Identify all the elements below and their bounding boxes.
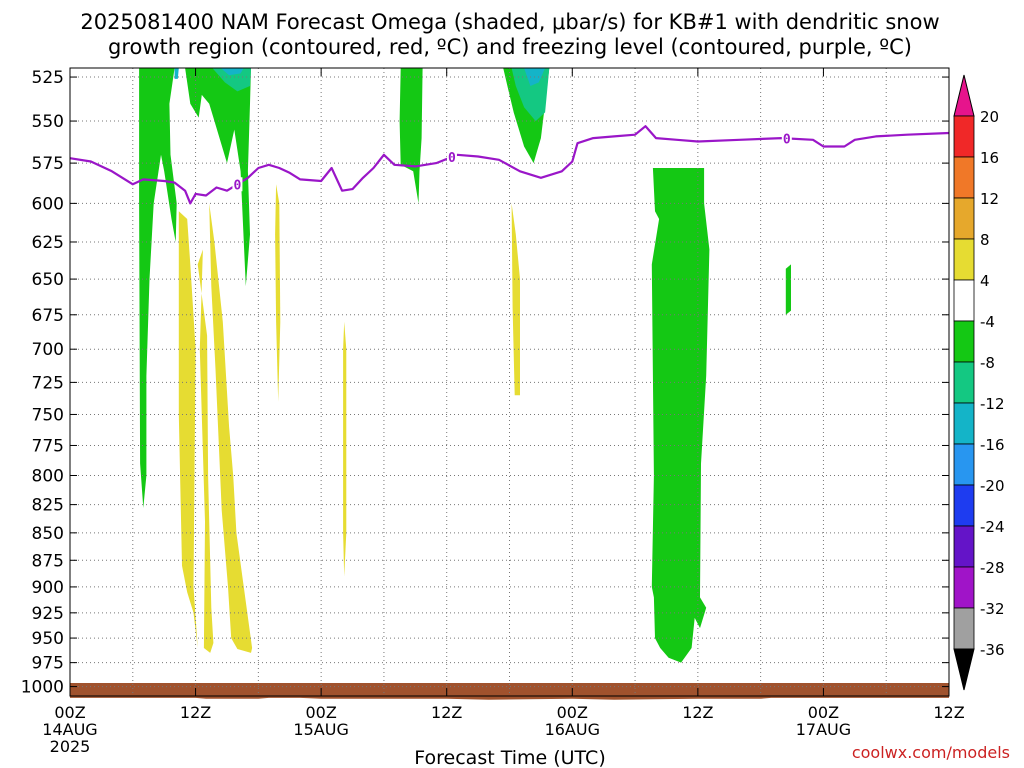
freezing-label-bg-0: [232, 177, 243, 192]
y-tick-label-675: 675: [32, 306, 64, 326]
y-tick-label-550: 550: [32, 112, 64, 132]
freezing-label-bg-2: [781, 131, 792, 146]
y-tick-label-650: 650: [32, 270, 64, 290]
omega-region-12: [212, 68, 251, 92]
y-tick-label-600: 600: [32, 194, 64, 214]
freezing-label-1: 0: [448, 151, 456, 166]
chart-title-line1: 2025081400 NAM Forecast Omega (shaded, μ…: [80, 10, 939, 34]
x-tick-label-4-0: 00Z: [557, 703, 588, 722]
omega-region-1: [197, 249, 214, 653]
y-tick-label-575: 575: [32, 154, 64, 174]
x-tick-label-4-1: 16AUG: [545, 720, 600, 739]
omega-region-3: [275, 184, 281, 402]
y-tick-label-725: 725: [32, 373, 64, 393]
colorbar-label-13: -36: [980, 641, 1005, 659]
colorbar-swatch-5: [953, 320, 975, 363]
x-tick-label-3-0: 12Z: [431, 703, 462, 722]
x-axis-title: Forecast Time (UTC): [414, 747, 605, 768]
omega-shading: [139, 68, 791, 663]
y-tick-label-700: 700: [32, 340, 64, 360]
colorbar-label-10: -24: [980, 518, 1005, 536]
y-tick-label-525: 525: [32, 68, 64, 88]
colorbar-label-11: -28: [980, 559, 1005, 577]
surface-terrain: [70, 683, 949, 696]
freezing-level-contour: 0 0 0: [69, 125, 950, 205]
colorbar-swatch-12: [953, 607, 975, 650]
omega-region-11: [785, 264, 791, 315]
y-tick-label-950: 950: [32, 629, 64, 649]
colorbar-swatch-11: [953, 566, 975, 609]
colorbar-swatch-7: [953, 402, 975, 445]
omega-region-7: [185, 68, 251, 287]
omega-region-16: [174, 68, 179, 79]
x-tick-label-2-0: 00Z: [305, 703, 336, 722]
colorbar-label-2: 12: [980, 190, 999, 208]
freezing-label-0: 0: [234, 178, 242, 193]
omega-region-0: [178, 211, 198, 648]
grid-lines: [70, 68, 949, 696]
colorbar-swatch-1: [953, 156, 975, 199]
colorbar-arrow-bottom: [953, 648, 975, 691]
colorbar-label-6: -8: [980, 354, 995, 372]
colorbar: 20 16 12 8 4 -4 -8 -12 -16 -20 -24 -28 -32 -36: [953, 74, 1005, 691]
y-tick-label-800: 800: [32, 467, 64, 487]
x-tick-label-0-1: 14AUG: [42, 720, 97, 739]
surface-terrain-edge: [70, 696, 949, 700]
colorbar-swatch-2: [953, 197, 975, 240]
surface-terrain-profile: [70, 696, 949, 700]
colorbar-swatch-10: [953, 525, 975, 568]
colorbar-label-1: 16: [980, 149, 999, 167]
colorbar-swatch-4: [953, 279, 975, 322]
x-tick-label-7-0: 12Z: [933, 703, 964, 722]
colorbar-label-7: -12: [980, 395, 1005, 413]
omega-region-14: [220, 68, 244, 76]
omega-region-10: [651, 168, 710, 663]
colorbar-label-5: -4: [980, 313, 995, 331]
y-tick-label-825: 825: [32, 496, 64, 516]
omega-region-6: [139, 68, 177, 508]
y-tick-label-775: 775: [32, 436, 64, 456]
y-axis-ticks: 525 550 575 600 625 650 675 700 725 750 775 800 825 8…: [21, 68, 949, 698]
x-tick-label-1-0: 12Z: [180, 703, 211, 722]
omega-region-2: [209, 203, 253, 653]
omega-region-5: [511, 203, 520, 396]
colorbar-swatch-0: [953, 115, 975, 158]
y-tick-label-975: 975: [32, 654, 64, 674]
x-tick-label-6-0: 00Z: [808, 703, 839, 722]
omega-region-13: [511, 68, 550, 122]
colorbar-label-8: -16: [980, 436, 1005, 454]
y-tick-label-875: 875: [32, 551, 64, 571]
colorbar-swatch-9: [953, 484, 975, 527]
x-tick-label-0-0: 00Z: [54, 703, 85, 722]
y-tick-label-750: 750: [32, 405, 64, 425]
colorbar-swatch-8: [953, 443, 975, 486]
credit-link[interactable]: coolwx.com/models: [852, 743, 1010, 762]
colorbar-label-12: -32: [980, 600, 1005, 618]
chart-title-line2: growth region (contoured, red, ºC) and f…: [108, 35, 912, 59]
colorbar-label-4: 4: [980, 272, 990, 290]
y-tick-label-900: 900: [32, 578, 64, 598]
colorbar-label-9: -20: [980, 477, 1005, 495]
y-tick-label-850: 850: [32, 524, 64, 544]
colorbar-label-3: 8: [980, 231, 990, 249]
freezing-level-line: [69, 125, 950, 205]
y-tick-label-1000: 1000: [21, 678, 64, 698]
colorbar-label-0: 20: [980, 108, 999, 126]
freezing-label-2: 0: [783, 132, 791, 147]
omega-region-8: [399, 68, 423, 204]
colorbar-swatch-6: [953, 361, 975, 404]
freezing-label-bg-1: [446, 149, 457, 164]
x-tick-label-6-1: 17AUG: [796, 720, 851, 739]
colorbar-swatch-3: [953, 238, 975, 281]
x-tick-label-0-2: 2025: [50, 737, 91, 756]
omega-region-4: [343, 321, 347, 577]
y-tick-label-925: 925: [32, 604, 64, 624]
x-tick-label-5-0: 12Z: [682, 703, 713, 722]
y-tick-label-625: 625: [32, 233, 64, 253]
x-tick-label-2-1: 15AUG: [293, 720, 348, 739]
